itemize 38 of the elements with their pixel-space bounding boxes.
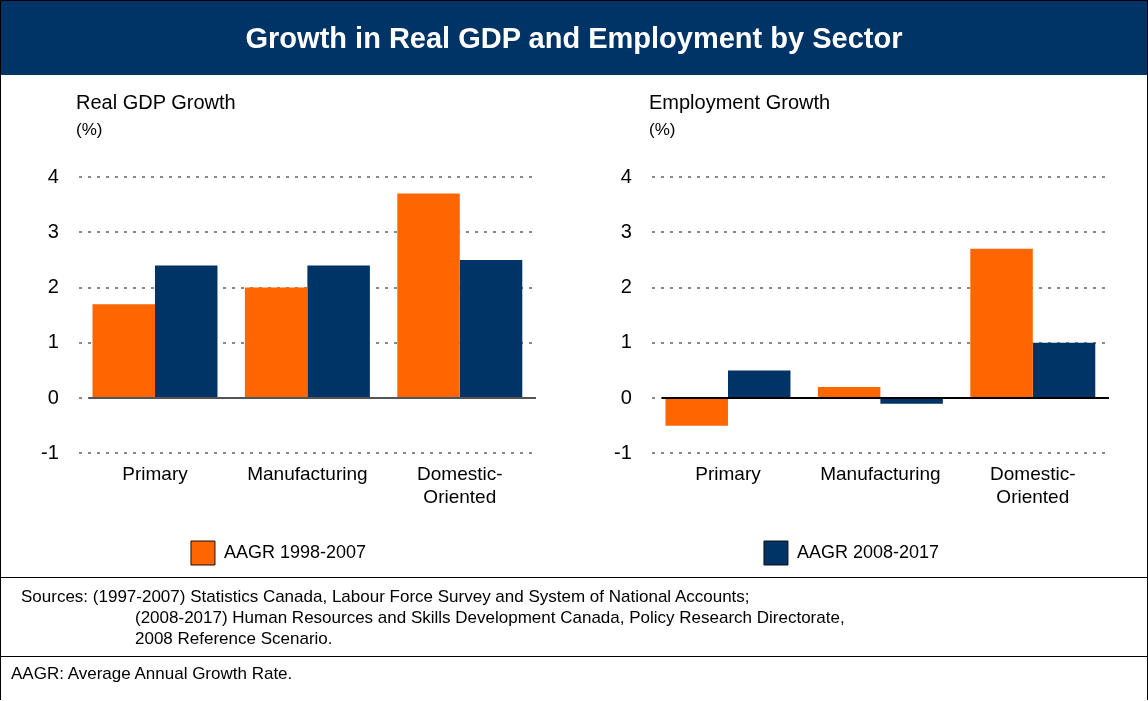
bar xyxy=(459,259,523,398)
y-tick-label: 3 xyxy=(47,219,59,242)
legend-label: AAGR 2008-2017 xyxy=(796,541,940,562)
y-tick-label: 0 xyxy=(620,385,632,408)
legend-label: AAGR 1998-2007 xyxy=(223,541,367,562)
y-tick-label: 0 xyxy=(47,385,59,408)
bar xyxy=(397,193,460,398)
y-tick-label: -1 xyxy=(40,440,59,463)
x-tick-label: Primary xyxy=(122,463,189,485)
y-tick-label: 2 xyxy=(620,275,632,298)
bar xyxy=(244,287,308,398)
chart-title: Growth in Real GDP and Employment by Sector xyxy=(1,1,1147,75)
source-note: Sources: (1997-2007) Statistics Canada, Labour Force Survey and System of National Accounts; xyxy=(21,586,751,607)
y-tick-label: 4 xyxy=(620,164,632,187)
bar xyxy=(817,387,881,398)
y-tick-label: 1 xyxy=(47,330,59,353)
x-tick-label: Manufacturing xyxy=(247,463,368,485)
y-tick-label: 2 xyxy=(47,275,59,298)
y-tick-label: -1 xyxy=(613,440,632,463)
bar xyxy=(92,304,155,398)
text: AAGR: Average Annual Growth Rate. xyxy=(1,656,1147,684)
x-tick-label: Domestic-Oriented xyxy=(990,463,1076,507)
bar xyxy=(665,399,728,426)
x-tick-label: Domestic-Oriented xyxy=(417,463,503,507)
y-axis-title: Employment Growth (%) xyxy=(649,90,831,141)
y-tick-label: 1 xyxy=(620,330,632,353)
text: (2008-2017) Human Resources and Skills Development Canada, Policy Research Directorate, 2008 Reference Scenario. xyxy=(134,607,846,649)
bar xyxy=(970,248,1033,398)
y-tick-label: 3 xyxy=(620,219,632,242)
bar xyxy=(727,370,791,398)
bar xyxy=(154,265,218,398)
bar xyxy=(880,399,943,404)
x-tick-label: Primary xyxy=(695,463,762,485)
y-axis-title: Real GDP Growth (%) xyxy=(76,90,236,141)
x-tick-label: Manufacturing xyxy=(820,463,941,485)
y-tick-label: 4 xyxy=(47,164,59,187)
bar xyxy=(1032,342,1096,398)
bar xyxy=(307,265,370,398)
